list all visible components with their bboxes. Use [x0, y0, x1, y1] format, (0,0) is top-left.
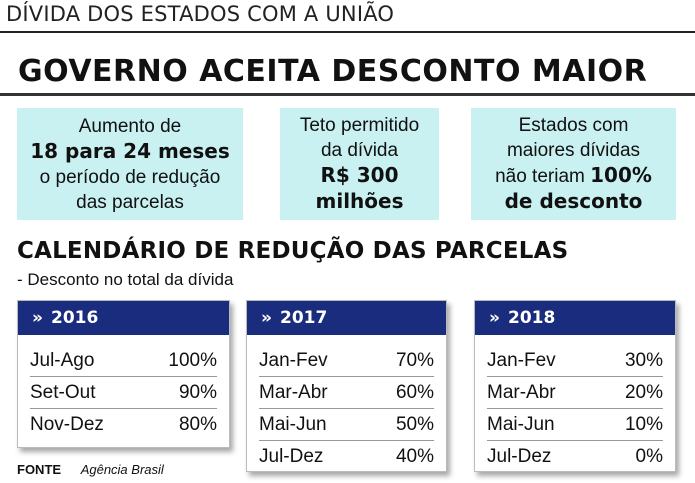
- discount: 100%: [168, 349, 217, 371]
- schedule-row: Mai-Jun 10%: [487, 409, 663, 441]
- period: Jul-Ago: [30, 349, 95, 371]
- year-label: 2018: [507, 308, 556, 328]
- period: Mar-Abr: [259, 381, 328, 403]
- discount: 40%: [395, 445, 434, 467]
- fact-text: o período de redução: [39, 166, 221, 188]
- schedule-list: Jan-Fev 70% Mar-Abr 60% Mai-Jun 50% Jul-…: [247, 335, 446, 472]
- schedule-list: Jul-Ago 100% Set-Out 90% Nov-Dez 80%: [18, 335, 229, 440]
- period: Jul-Dez: [487, 445, 552, 467]
- schedule-row: Jan-Fev 70%: [259, 345, 434, 377]
- discount: 10%: [624, 413, 663, 435]
- year-header: » 2016: [18, 301, 229, 335]
- discount: 20%: [624, 381, 663, 403]
- year-card-2016: » 2016 Jul-Ago 100% Set-Out 90% Nov-Dez …: [17, 300, 230, 448]
- period: Mai-Jun: [259, 413, 327, 435]
- period: Jan-Fev: [259, 349, 328, 371]
- chevron-icon: »: [32, 308, 43, 328]
- fact-highlight: R$ 300: [320, 163, 399, 187]
- discount: 80%: [178, 413, 217, 435]
- fact-highlight: milhões: [315, 189, 404, 213]
- fact-text: da dívida: [320, 140, 399, 161]
- calendar-subtitle: - Desconto no total da dívida: [17, 270, 234, 289]
- fact-box-period: Aumento de 18 para 24 meses o período de…: [17, 108, 243, 220]
- fact-highlight: de desconto: [504, 189, 643, 213]
- kicker-rule: [0, 31, 695, 33]
- schedule-row: Nov-Dez 80%: [30, 409, 217, 440]
- schedule-row: Jan-Fev 30%: [487, 345, 663, 377]
- kicker: DÍVIDA DOS ESTADOS COM A UNIÃO: [6, 2, 395, 26]
- fact-text: das parcelas: [76, 191, 184, 213]
- source-credit: FONTE Agência Brasil: [17, 462, 164, 477]
- year-card-2017: » 2017 Jan-Fev 70% Mar-Abr 60% Mai-Jun 5…: [246, 300, 447, 472]
- chevron-icon: »: [489, 308, 500, 328]
- fact-text: Aumento de: [78, 115, 182, 137]
- fact-text-line: não teriam 100%: [495, 163, 652, 189]
- schedule-list: Jan-Fev 30% Mar-Abr 20% Mai-Jun 10% Jul-…: [475, 335, 675, 472]
- year-label: 2016: [50, 308, 99, 328]
- calendar-title: CALENDÁRIO DE REDUÇÃO DAS PARCELAS: [17, 238, 569, 264]
- year-label: 2017: [279, 308, 328, 328]
- year-header: » 2017: [247, 301, 446, 335]
- fact-highlight: 18 para 24 meses: [30, 138, 230, 163]
- year-card-2018: » 2018 Jan-Fev 30% Mar-Abr 20% Mai-Jun 1…: [474, 300, 676, 472]
- year-header: » 2018: [475, 301, 675, 335]
- period: Nov-Dez: [30, 413, 104, 435]
- discount: 70%: [395, 349, 434, 371]
- period: Jan-Fev: [487, 349, 556, 371]
- source-label: FONTE: [17, 462, 62, 477]
- period: Mar-Abr: [487, 381, 556, 403]
- discount: 50%: [395, 413, 434, 435]
- schedule-row: Jul-Ago 100%: [30, 345, 217, 377]
- headline-rule: [0, 93, 695, 96]
- source-value: Agência Brasil: [80, 462, 164, 477]
- fact-text: não teriam: [495, 166, 591, 187]
- fact-text: Estados com: [518, 115, 629, 136]
- schedule-row: Mai-Jun 50%: [259, 409, 434, 441]
- fact-highlight: 100%: [590, 163, 652, 187]
- headline: GOVERNO ACEITA DESCONTO MAIOR: [18, 54, 648, 89]
- fact-box-ceiling: Teto permitido da dívida R$ 300 milhões: [280, 108, 439, 220]
- schedule-row: Jul-Dez 0%: [487, 441, 663, 472]
- fact-text: maiores dívidas: [506, 140, 641, 161]
- schedule-row: Mar-Abr 60%: [259, 377, 434, 409]
- fact-text: Teto permitido: [299, 115, 420, 136]
- chevron-icon: »: [261, 308, 272, 328]
- schedule-row: Jul-Dez 40%: [259, 441, 434, 472]
- period: Set-Out: [30, 381, 96, 403]
- schedule-row: Mar-Abr 20%: [487, 377, 663, 409]
- schedule-row: Set-Out 90%: [30, 377, 217, 409]
- discount: 90%: [178, 381, 217, 403]
- discount: 0%: [635, 445, 663, 467]
- fact-box-states: Estados com maiores dívidas não teriam 1…: [471, 108, 676, 220]
- discount: 60%: [395, 381, 434, 403]
- period: Jul-Dez: [259, 445, 324, 467]
- period: Mai-Jun: [487, 413, 555, 435]
- discount: 30%: [624, 349, 663, 371]
